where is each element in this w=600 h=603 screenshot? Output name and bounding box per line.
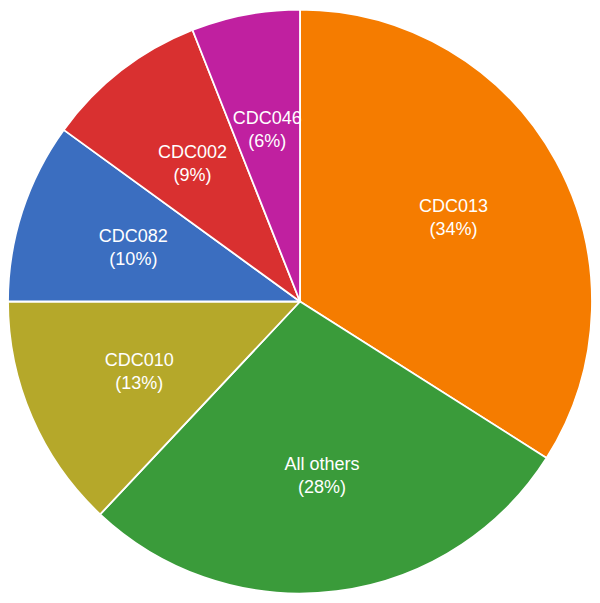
slice-label: CDC013 bbox=[419, 196, 488, 216]
slice-label: CDC010 bbox=[105, 350, 174, 370]
chart-container: CDC013 (34%) All others (28%) CDC010 (13%) CDC… bbox=[0, 0, 600, 603]
data-label: (34%) bbox=[430, 219, 478, 239]
data-label: (10%) bbox=[109, 249, 157, 269]
data-label: (28%) bbox=[298, 477, 346, 497]
slice-label: CDC046 bbox=[233, 108, 302, 128]
pie-slice bbox=[8, 302, 300, 515]
slice-label: CDC002 bbox=[158, 142, 227, 162]
slices bbox=[8, 10, 592, 594]
labels: CDC013 (34%) All others (28%) CDC010 (13%) CDC… bbox=[99, 108, 488, 497]
pie-chart: CDC013 (34%) All others (28%) CDC010 (13%) CDC… bbox=[0, 0, 600, 603]
slice-label: CDC082 bbox=[99, 226, 168, 246]
data-label: (13%) bbox=[115, 373, 163, 393]
data-label: (9%) bbox=[174, 165, 212, 185]
data-label: (6%) bbox=[248, 131, 286, 151]
slice-label: All others bbox=[284, 454, 359, 474]
